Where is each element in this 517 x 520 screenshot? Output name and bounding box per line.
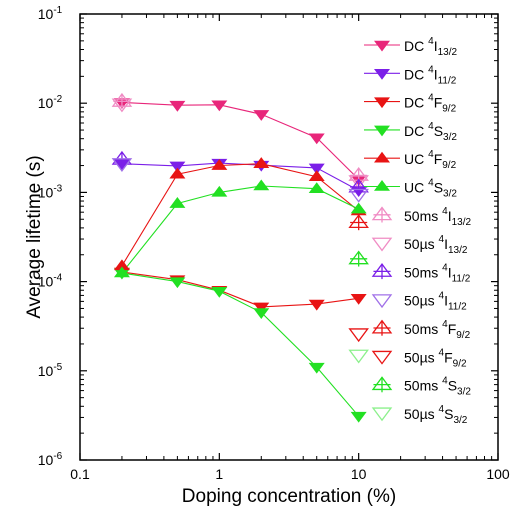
legend-label: 50ms 4S3/2 — [404, 376, 471, 398]
data-point-0-2 — [211, 100, 228, 112]
series-line-2 — [121, 271, 359, 308]
data-point-12-0 — [348, 250, 369, 267]
x-tick-label: 0.1 — [70, 466, 90, 482]
legend-item-5: UC 4S3/2 — [364, 178, 457, 200]
x-tick-label: 100 — [486, 466, 510, 482]
legend-marker — [371, 319, 393, 336]
y-axis-title: Average lifetime (s) — [24, 155, 45, 318]
legend-item-10: 50ms 4F9/2 — [371, 319, 471, 341]
legend-label: 50ms 4I11/2 — [404, 262, 471, 284]
legend-marker — [374, 97, 390, 109]
series-line-5 — [121, 185, 359, 274]
legend-marker — [374, 179, 390, 191]
data-point-3-2 — [211, 286, 228, 298]
legend-marker — [374, 125, 390, 137]
data-point-5-3 — [253, 179, 270, 191]
legend-item-11: 50µs 4F9/2 — [371, 347, 467, 369]
data-point-7-1 — [348, 175, 369, 190]
legend-item-7: 50µs 4I13/2 — [371, 234, 468, 256]
legend-marker — [374, 151, 390, 163]
y-tick-label: 10-6 — [38, 451, 63, 468]
legend-marker — [371, 263, 393, 280]
legend-marker — [374, 40, 390, 52]
legend-item-1: DC 4I11/2 — [364, 64, 457, 86]
x-tick-label: 10 — [351, 466, 367, 482]
legend-label: UC 4F9/2 — [404, 149, 457, 171]
data-point-3-1 — [169, 277, 186, 289]
legend-label: 50µs 4F9/2 — [404, 347, 467, 369]
legend-marker — [371, 294, 393, 309]
data-point-4-2 — [211, 159, 228, 170]
legend-label: 50µs 4I11/2 — [404, 291, 467, 313]
data-point-9-1 — [348, 188, 369, 203]
data-point-0-3 — [253, 110, 270, 121]
y-tick-label: 10-5 — [38, 362, 63, 379]
data-point-1-4 — [308, 163, 325, 175]
x-tick-label: 1 — [215, 466, 223, 482]
legend-marker — [371, 376, 393, 393]
series-points — [111, 92, 369, 423]
legend-marker — [374, 69, 390, 80]
legend-marker — [371, 237, 393, 252]
legend-label: 50µs 4I13/2 — [404, 234, 468, 256]
series-line-0 — [121, 101, 360, 180]
data-point-3-4 — [308, 362, 325, 374]
data-point-4-3 — [253, 157, 270, 168]
legend-item-13: 50µs 4S3/2 — [371, 404, 468, 426]
series-lines — [121, 101, 360, 417]
legend-label: 50ms 4I13/2 — [404, 206, 471, 228]
data-point-0-1 — [169, 100, 186, 112]
legend-marker — [371, 350, 393, 365]
plot-frame — [79, 13, 499, 461]
series-line-1 — [121, 162, 359, 191]
y-tick-label: 10-2 — [38, 94, 63, 111]
data-point-2-3 — [253, 302, 270, 314]
legend-label: DC 4F9/2 — [404, 93, 457, 115]
legend-item-12: 50ms 4S3/2 — [371, 376, 471, 398]
legend-label: 50ms 4F9/2 — [404, 319, 471, 341]
series-line-3 — [121, 272, 360, 417]
data-point-4-4 — [308, 170, 325, 181]
series-line-4 — [121, 163, 360, 267]
legend-label: DC 4I11/2 — [404, 64, 457, 86]
data-point-3-3 — [253, 308, 270, 320]
legend-label: DC 4I13/2 — [404, 36, 457, 58]
data-point-4-1 — [169, 167, 186, 179]
legend-item-9: 50µs 4I11/2 — [371, 291, 467, 313]
legend: DC 4I13/2 DC 4I11/2 DC 4F9/2 DC 4S3/2 UC 4F9… — [364, 36, 471, 426]
data-point-5-2 — [211, 185, 228, 197]
data-point-5-5 — [350, 202, 367, 214]
data-point-2-4 — [308, 299, 325, 311]
data-point-5-4 — [308, 182, 325, 193]
data-point-11-0 — [348, 328, 369, 343]
data-point-6-0 — [111, 92, 133, 110]
data-point-1-1 — [169, 161, 186, 173]
legend-item-3: DC 4S3/2 — [364, 121, 457, 143]
legend-item-6: 50ms 4I13/2 — [371, 206, 471, 228]
legend-item-8: 50ms 4I11/2 — [371, 262, 471, 284]
data-point-10-0 — [348, 214, 369, 231]
data-point-8-0 — [111, 150, 133, 167]
legend-marker — [371, 407, 393, 422]
data-point-5-0 — [113, 266, 130, 278]
y-tick-label: 10-1 — [38, 5, 63, 22]
legend-marker — [371, 206, 393, 223]
legend-item-4: UC 4F9/2 — [364, 149, 457, 171]
data-point-13-0 — [348, 349, 369, 364]
data-point-0-4 — [308, 133, 325, 145]
data-point-2-5 — [350, 294, 367, 305]
data-point-5-1 — [169, 197, 186, 208]
legend-item-0: DC 4I13/2 — [364, 36, 457, 58]
data-point-7-0 — [111, 98, 133, 113]
data-point-3-5 — [350, 411, 367, 423]
legend-item-2: DC 4F9/2 — [364, 93, 457, 115]
x-axis-title: Doping concentration (%) — [182, 486, 396, 507]
legend-label: UC 4S3/2 — [404, 178, 457, 200]
legend-label: DC 4S3/2 — [404, 121, 457, 143]
data-point-9-0 — [111, 158, 133, 173]
legend-label: 50µs 4S3/2 — [404, 404, 468, 426]
